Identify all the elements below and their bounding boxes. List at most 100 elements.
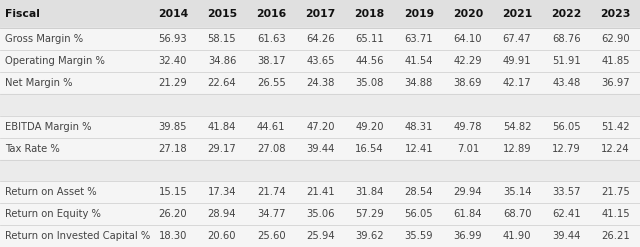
Text: 12.41: 12.41 [404,144,433,154]
Text: EBITDA Margin %: EBITDA Margin % [5,122,92,132]
Text: 12.89: 12.89 [503,144,531,154]
Text: 68.76: 68.76 [552,34,580,44]
Text: 56.05: 56.05 [552,122,580,132]
Text: Return on Invested Capital %: Return on Invested Capital % [5,231,150,241]
Text: 38.17: 38.17 [257,56,285,66]
Text: 64.10: 64.10 [454,34,482,44]
Text: 21.75: 21.75 [601,187,630,197]
Text: 21.74: 21.74 [257,187,285,197]
Bar [0,181,640,203]
Text: 48.31: 48.31 [404,122,433,132]
Text: 68.70: 68.70 [503,209,531,219]
Text: 43.48: 43.48 [552,78,580,88]
Text: 16.54: 16.54 [355,144,384,154]
Text: 2022: 2022 [551,9,581,19]
Text: 61.84: 61.84 [454,209,482,219]
Text: 64.26: 64.26 [306,34,335,44]
Text: 35.08: 35.08 [355,78,384,88]
Text: Tax Rate %: Tax Rate % [5,144,60,154]
Text: 39.85: 39.85 [159,122,187,132]
Text: 39.44: 39.44 [552,231,580,241]
Bar [0,138,640,160]
Text: 44.61: 44.61 [257,122,285,132]
Text: 2023: 2023 [600,9,630,19]
Text: 43.65: 43.65 [306,56,335,66]
Text: 38.69: 38.69 [454,78,482,88]
Text: 22.64: 22.64 [207,78,236,88]
Text: 62.90: 62.90 [601,34,630,44]
Text: 62.41: 62.41 [552,209,580,219]
Text: 28.54: 28.54 [404,187,433,197]
Text: 2020: 2020 [452,9,483,19]
Text: 33.57: 33.57 [552,187,580,197]
Text: 41.15: 41.15 [601,209,630,219]
Text: 2021: 2021 [502,9,532,19]
Text: Fiscal: Fiscal [5,9,40,19]
Text: Net Margin %: Net Margin % [5,78,72,88]
Text: 36.97: 36.97 [601,78,630,88]
Text: 18.30: 18.30 [159,231,187,241]
Text: 32.40: 32.40 [159,56,187,66]
Text: 47.20: 47.20 [306,122,335,132]
Text: 39.44: 39.44 [306,144,335,154]
Text: 61.63: 61.63 [257,34,285,44]
Text: 2018: 2018 [355,9,385,19]
Text: 41.54: 41.54 [404,56,433,66]
Bar [0,94,640,116]
Text: 25.60: 25.60 [257,231,285,241]
Text: 65.11: 65.11 [355,34,384,44]
Text: Return on Equity %: Return on Equity % [5,209,101,219]
Text: 41.84: 41.84 [208,122,236,132]
Text: 25.94: 25.94 [306,231,335,241]
Text: 29.94: 29.94 [454,187,482,197]
Text: 51.42: 51.42 [601,122,630,132]
Text: 26.55: 26.55 [257,78,285,88]
Bar [0,72,640,94]
Text: 49.91: 49.91 [503,56,531,66]
Text: 57.29: 57.29 [355,209,384,219]
Bar [0,203,640,225]
Text: 2019: 2019 [404,9,434,19]
Text: 21.29: 21.29 [159,78,187,88]
Text: 39.62: 39.62 [355,231,384,241]
Text: 41.90: 41.90 [503,231,531,241]
Text: 42.17: 42.17 [503,78,531,88]
Text: 35.06: 35.06 [306,209,335,219]
Text: 63.71: 63.71 [404,34,433,44]
Text: 34.86: 34.86 [208,56,236,66]
Text: 56.05: 56.05 [404,209,433,219]
Bar [0,160,640,181]
Text: 2017: 2017 [305,9,335,19]
Text: 12.79: 12.79 [552,144,580,154]
Text: 21.41: 21.41 [306,187,335,197]
Text: 54.82: 54.82 [503,122,531,132]
Text: 49.78: 49.78 [454,122,482,132]
Bar [0,116,640,138]
Text: 27.18: 27.18 [159,144,187,154]
Text: 58.15: 58.15 [207,34,236,44]
Text: 2016: 2016 [256,9,286,19]
Text: 20.60: 20.60 [208,231,236,241]
Text: 27.08: 27.08 [257,144,285,154]
Text: 26.21: 26.21 [601,231,630,241]
Text: 51.91: 51.91 [552,56,580,66]
Text: 17.34: 17.34 [208,187,236,197]
Text: 49.20: 49.20 [355,122,384,132]
Text: 2015: 2015 [207,9,237,19]
Text: 56.93: 56.93 [159,34,187,44]
Bar [0,50,640,72]
Bar [0,28,640,50]
Text: 67.47: 67.47 [503,34,531,44]
Text: 26.20: 26.20 [159,209,187,219]
Text: 34.77: 34.77 [257,209,285,219]
Text: 7.01: 7.01 [457,144,479,154]
Text: 34.88: 34.88 [404,78,433,88]
Text: 44.56: 44.56 [355,56,384,66]
Bar [0,225,640,247]
Bar [0,0,640,28]
Text: 35.59: 35.59 [404,231,433,241]
Text: 2014: 2014 [157,9,188,19]
Text: 28.94: 28.94 [208,209,236,219]
Text: Operating Margin %: Operating Margin % [5,56,105,66]
Text: 12.24: 12.24 [601,144,630,154]
